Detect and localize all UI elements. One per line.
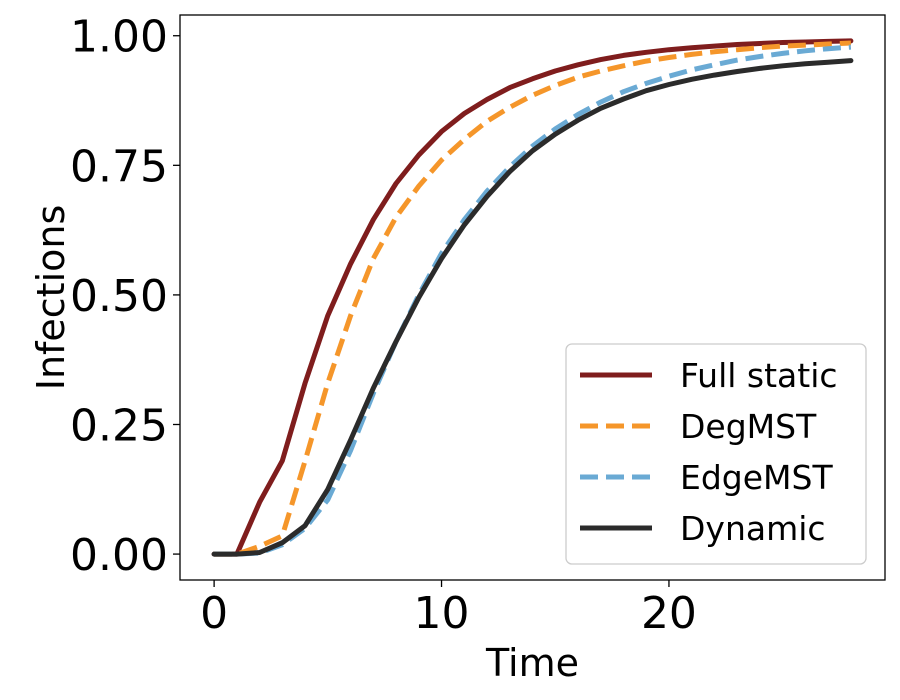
series-line-degmst bbox=[214, 40, 852, 557]
y-tick-label: 0.25 bbox=[70, 400, 168, 451]
y-tick-label: 0.50 bbox=[70, 271, 168, 322]
y-tick-label: 0.00 bbox=[70, 530, 168, 581]
x-tick-label: 10 bbox=[414, 588, 470, 639]
legend-label: DegMST bbox=[680, 407, 817, 446]
x-axis-ticks: 0 10 20 bbox=[200, 580, 697, 639]
series-line-dynamic bbox=[211, 58, 854, 557]
series-layer bbox=[211, 38, 854, 557]
plot-frame bbox=[179, 14, 886, 581]
legend-box bbox=[565, 343, 867, 565]
series-line-full-static bbox=[211, 38, 854, 557]
y-axis-title: Infections bbox=[29, 205, 73, 391]
legend-label: Full static bbox=[680, 356, 838, 395]
y-tick-label: 1.00 bbox=[70, 12, 168, 63]
legend-label: EdgeMST bbox=[680, 458, 833, 497]
series-line-edgemst bbox=[214, 44, 852, 557]
x-tick-label: 20 bbox=[641, 588, 697, 639]
x-axis-title: Time bbox=[485, 641, 579, 685]
y-axis-ticks: 0.00 0.25 0.50 0.75 1.00 bbox=[70, 12, 180, 581]
y-tick-label: 0.75 bbox=[70, 141, 168, 192]
legend-label: Dynamic bbox=[680, 509, 826, 548]
x-tick-label: 0 bbox=[200, 588, 228, 639]
legend: Full static DegMST EdgeMST Dynamic bbox=[565, 343, 867, 565]
